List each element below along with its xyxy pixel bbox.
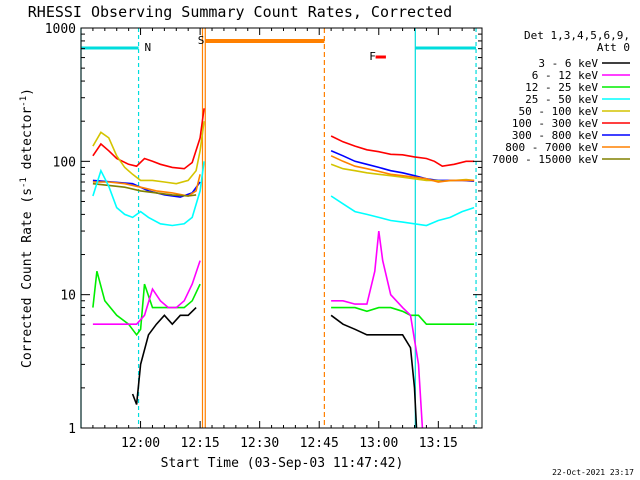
series-s6_12 (92, 230, 424, 429)
legend-label-0: 3 - 6 keV (538, 57, 598, 70)
legend-label-5: 100 - 300 keV (512, 117, 598, 130)
annotation-f: F (369, 50, 376, 63)
series-s25_50 (92, 161, 475, 227)
annotation-s: S (198, 34, 205, 47)
legend-label-7: 800 - 7000 keV (505, 141, 598, 154)
legend-label-2: 12 - 25 keV (525, 81, 598, 94)
legend-label-1: 6 - 12 keV (532, 69, 599, 82)
x-tick-label-0: 12:00 (121, 436, 160, 451)
series-s12_25 (92, 270, 475, 337)
chart-title: RHESSI Observing Summary Count Rates, Co… (28, 3, 452, 21)
legend-label-8: 7000 - 15000 keV (492, 153, 598, 166)
plot-frame (80, 27, 483, 429)
legend-label-6: 300 - 800 keV (512, 129, 598, 142)
x-tick-label-5: 13:15 (419, 436, 458, 451)
series-s7000_15000 (92, 182, 197, 197)
y-axis: 1 10 100 1000 (45, 22, 482, 437)
y-tick-label-2: 100 (53, 155, 76, 170)
y-tick-label-3: 1000 (45, 22, 76, 37)
annotation-n: N (145, 41, 152, 54)
x-axis: 12:00 12:15 12:30 12:45 13:00 13:15 (92, 28, 475, 451)
y-axis-label: Corrected Count Rate (s-1 detector-1) (19, 88, 35, 368)
y-tick-label-0: 1 (68, 422, 76, 437)
timestamp-footer: 22-Oct-2021 23:17 (552, 468, 634, 477)
series-s800_7000 (92, 155, 475, 197)
x-axis-label: Start Time (03-Sep-03 11:47:42) (161, 456, 404, 471)
legend-label-3: 25 - 50 keV (525, 93, 598, 106)
y-tick-label-1: 10 (60, 289, 76, 304)
series-s100_300 (92, 108, 475, 170)
x-tick-label-2: 12:30 (240, 436, 279, 451)
legend-label-4: 50 - 100 keV (519, 105, 599, 118)
x-tick-label-4: 13:00 (359, 436, 398, 451)
series-s3_6 (131, 307, 418, 429)
legend-header-2: Att 0 (597, 41, 630, 54)
x-tick-label-1: 12:15 (181, 436, 220, 451)
legend-header-1: Det 1,3,4,5,6,9, (524, 29, 630, 42)
x-tick-label-3: 12:45 (300, 436, 339, 451)
series-s50_100 (92, 121, 475, 185)
plot-area: N S F (80, 28, 477, 429)
